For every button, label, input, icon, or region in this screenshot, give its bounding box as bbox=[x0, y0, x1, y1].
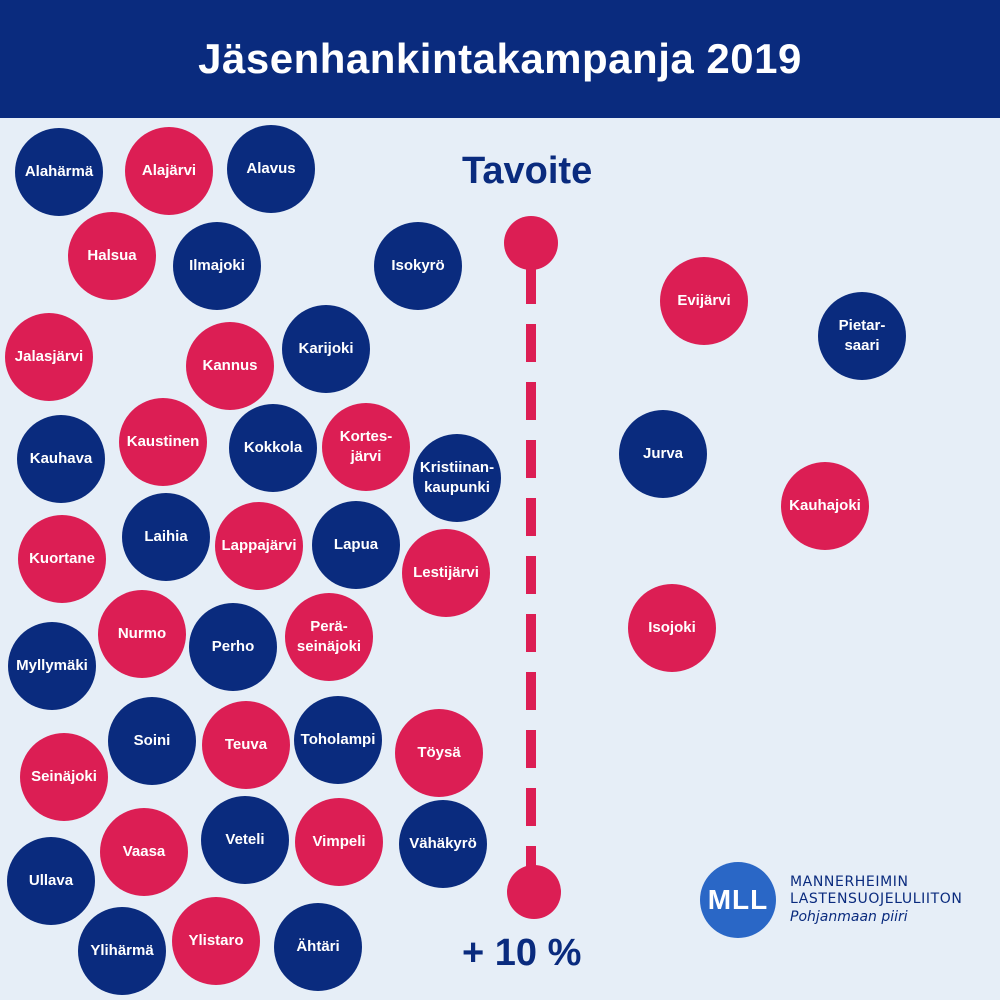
municipality-bubble: Veteli bbox=[201, 796, 289, 884]
municipality-bubble: Kaustinen bbox=[119, 398, 207, 486]
municipality-bubble: Lappajärvi bbox=[215, 502, 303, 590]
municipality-bubble: Kristiinan- kaupunki bbox=[413, 434, 501, 522]
municipality-bubble: Kauhava bbox=[17, 415, 105, 503]
municipality-bubble: Ähtäri bbox=[274, 903, 362, 991]
municipality-bubble: Töysä bbox=[395, 709, 483, 797]
mll-logo-mark: MLL bbox=[700, 862, 776, 938]
municipality-bubble: Vaasa bbox=[100, 808, 188, 896]
municipality-bubble: Lestijärvi bbox=[402, 529, 490, 617]
logo-line-3: Pohjanmaan piiri bbox=[790, 908, 908, 925]
municipality-bubble: Kauhajoki bbox=[781, 462, 869, 550]
goal-top-dot bbox=[504, 216, 558, 270]
municipality-bubble: Toholampi bbox=[294, 696, 382, 784]
municipality-bubble: Nurmo bbox=[98, 590, 186, 678]
logo-line-1: MANNERHEIMIN bbox=[790, 873, 909, 890]
mll-logo: MLL MANNERHEIMIN LASTENSUOJELULIITON Poh… bbox=[700, 862, 962, 938]
municipality-bubble: Ylistaro bbox=[172, 897, 260, 985]
municipality-bubble: Teuva bbox=[202, 701, 290, 789]
header-banner: Jäsenhankintakampanja 2019 bbox=[0, 0, 1000, 118]
municipality-bubble: Myllymäki bbox=[8, 622, 96, 710]
municipality-bubble: Perä- seinäjoki bbox=[285, 593, 373, 681]
goal-dashed-line bbox=[526, 266, 536, 872]
goal-title: Tavoite bbox=[462, 150, 593, 192]
municipality-bubble: Kannus bbox=[186, 322, 274, 410]
municipality-bubble: Evijärvi bbox=[660, 257, 748, 345]
municipality-bubble: Ullava bbox=[7, 837, 95, 925]
municipality-bubble: Kokkola bbox=[229, 404, 317, 492]
municipality-bubble: Pietar- saari bbox=[818, 292, 906, 380]
municipality-bubble: Isokyrö bbox=[374, 222, 462, 310]
municipality-bubble: Halsua bbox=[68, 212, 156, 300]
municipality-bubble: Alavus bbox=[227, 125, 315, 213]
municipality-bubble: Jalasjärvi bbox=[5, 313, 93, 401]
municipality-bubble: Seinäjoki bbox=[20, 733, 108, 821]
goal-value: + 10 % bbox=[462, 932, 582, 974]
municipality-bubble: Vähäkyrö bbox=[399, 800, 487, 888]
municipality-bubble: Lapua bbox=[312, 501, 400, 589]
municipality-bubble: Perho bbox=[189, 603, 277, 691]
goal-bottom-dot bbox=[507, 865, 561, 919]
municipality-bubble: Kuortane bbox=[18, 515, 106, 603]
municipality-bubble: Alahärmä bbox=[15, 128, 103, 216]
page-title: Jäsenhankintakampanja 2019 bbox=[198, 35, 802, 82]
municipality-bubble: Alajärvi bbox=[125, 127, 213, 215]
municipality-bubble: Soini bbox=[108, 697, 196, 785]
municipality-bubble: Isojoki bbox=[628, 584, 716, 672]
municipality-bubble: Ylihärmä bbox=[78, 907, 166, 995]
mll-logo-text: MANNERHEIMIN LASTENSUOJELULIITON Pohjanm… bbox=[790, 874, 962, 927]
municipality-bubble: Vimpeli bbox=[295, 798, 383, 886]
logo-line-2: LASTENSUOJELULIITON bbox=[790, 891, 963, 908]
municipality-bubble: Karijoki bbox=[282, 305, 370, 393]
municipality-bubble: Kortes- järvi bbox=[322, 403, 410, 491]
municipality-bubble: Laihia bbox=[122, 493, 210, 581]
municipality-bubble: Ilmajoki bbox=[173, 222, 261, 310]
municipality-bubble: Jurva bbox=[619, 410, 707, 498]
